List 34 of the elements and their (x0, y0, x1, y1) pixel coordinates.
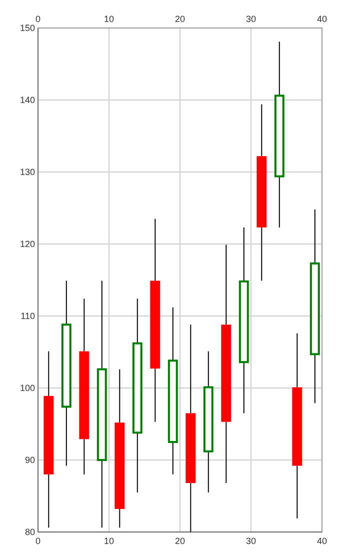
candlestick (292, 332, 302, 519)
candlestick (79, 298, 90, 475)
x-tick-label: 10 (104, 536, 114, 546)
candlestick (221, 244, 232, 484)
y-tick-label: 90 (24, 455, 35, 465)
candlestick (310, 208, 320, 404)
candlestick (132, 298, 142, 493)
y-tick-label: 150 (20, 23, 35, 33)
candlestick (150, 218, 160, 422)
y-tick-label: 120 (20, 239, 35, 249)
y-tick-label: 100 (20, 383, 35, 393)
candlestick (61, 280, 72, 466)
candlestick (203, 350, 214, 493)
y-tick-label: 130 (20, 167, 35, 177)
candlestick (186, 324, 196, 532)
y-tick-label: 110 (20, 311, 35, 321)
y-tick-label: 140 (20, 95, 35, 105)
x2-tick-label: 20 (174, 14, 186, 24)
candlestick (274, 41, 284, 228)
x-tick-label: 20 (174, 536, 186, 546)
candlestick (238, 226, 249, 414)
x-tick-label: 40 (316, 536, 328, 546)
x2-tick-label: 40 (316, 14, 328, 24)
x2-tick-label: 10 (104, 14, 114, 24)
y-tick-label: 80 (24, 527, 35, 537)
x-tick-label: 30 (246, 536, 256, 546)
candlestick (96, 280, 107, 528)
x2-tick-label: 0 (35, 14, 41, 24)
candlestick (168, 306, 178, 475)
candlestick (44, 350, 54, 528)
candlestick (256, 104, 267, 282)
x2-tick-label: 30 (246, 14, 256, 24)
x-tick-label: 0 (35, 536, 41, 546)
candlestick (114, 368, 125, 528)
